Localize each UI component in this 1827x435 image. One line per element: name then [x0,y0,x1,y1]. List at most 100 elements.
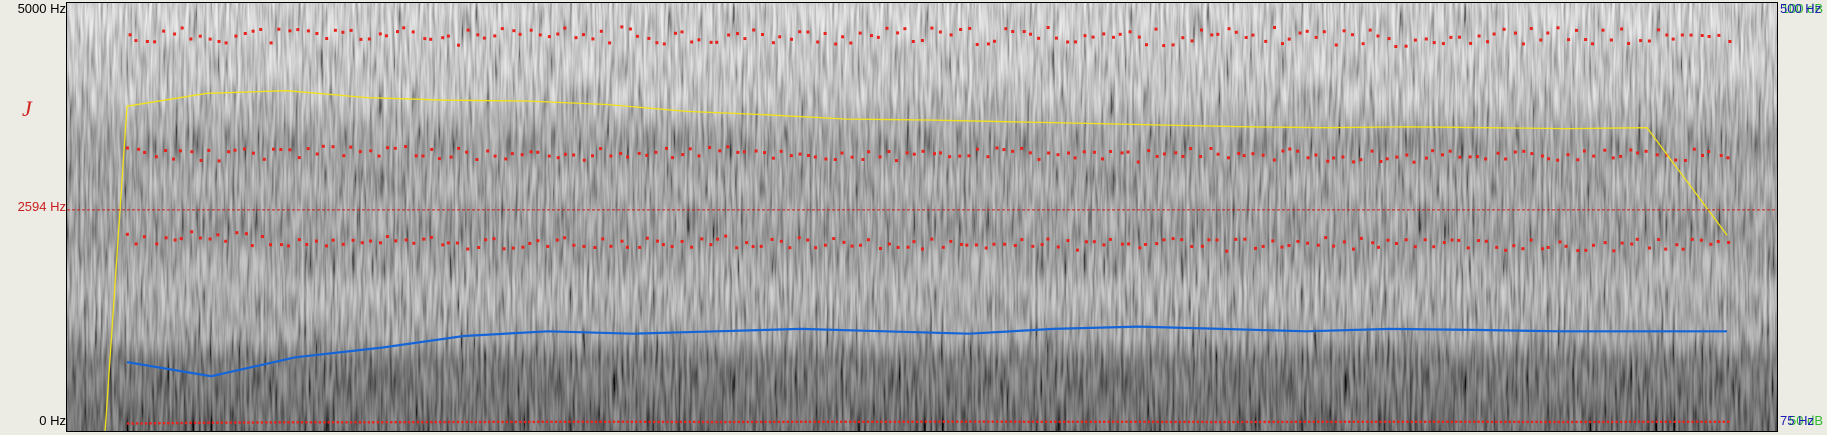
formant-point-low [1597,420,1601,424]
formant-point-low [817,420,821,423]
formant-point [1502,27,1506,31]
formant-point [647,36,651,40]
formant-point-low [1294,420,1298,423]
formant-point [1486,40,1489,44]
formant-point-low [960,420,963,423]
formant-point [716,237,720,241]
formant-point [1306,241,1310,245]
formant-point [670,245,674,248]
formant-point [1475,155,1479,159]
formant-point [628,27,632,31]
formant-point [1031,244,1035,248]
formant-point [1199,155,1203,158]
formant-point [1496,151,1500,155]
formant-point-low [577,420,580,423]
formant-point [546,244,550,248]
formant-point-low [256,421,259,424]
formant-point [1692,147,1696,151]
formant-point-low [1112,420,1115,423]
formant-point [608,41,612,45]
formant-point [1657,28,1661,32]
formant-point-low [969,420,972,423]
formant-point [359,37,363,41]
formant-point [493,154,497,158]
formant-point [834,42,838,46]
formant-point [1584,38,1588,41]
formant-point [1352,247,1355,251]
formant-point-low [492,420,495,424]
formant-point [259,28,263,31]
formant-point [492,237,496,241]
formant-point-low [1232,420,1235,424]
formant-point-low [1392,420,1396,423]
formant-point-low [1245,420,1249,424]
formant-point [1254,246,1257,250]
formant-point-low [198,421,201,424]
formant-point [921,247,924,251]
formant-point [823,243,827,247]
formant-point [137,147,141,151]
formant-point [680,240,684,243]
formant-point [1155,154,1159,158]
formant-point [1629,148,1633,152]
formant-point [1237,152,1241,155]
formant-point-low [439,420,442,424]
formant-point [394,239,398,243]
formant-point-low [751,420,754,424]
spectrogram-panel[interactable]: 40 [66,2,1778,432]
formant-point-low [488,420,491,424]
formant-point [369,239,373,243]
formant-point [1028,151,1032,155]
formant-point [1521,42,1525,46]
formant-point [1412,160,1416,164]
formant-point [1138,246,1142,250]
formant-point-low [421,420,424,424]
formant-point [626,155,630,159]
formant-point [297,238,301,242]
formant-point-low [657,420,660,424]
formant-point-low [412,421,415,424]
formant-point [887,242,891,246]
formant-point [173,32,177,36]
formant-point [1592,243,1595,247]
formant-point [1066,40,1070,44]
formant-point [1591,42,1594,46]
formant-point [754,149,758,153]
formant-point [933,152,936,156]
formant-point [1492,32,1496,36]
formant-point [1046,237,1050,241]
formant-point [850,244,854,248]
formant-point [1468,155,1472,159]
formant-point [369,149,373,153]
formant-point-low [1557,420,1560,424]
formant-point [1539,38,1543,42]
formant-point [143,151,147,154]
formant-point-low [398,421,402,424]
formant-point [547,35,551,39]
formant-point [975,43,979,46]
formant-point [1371,241,1375,245]
formant-point [563,26,567,30]
formant-point [778,35,782,39]
formant-point [1261,244,1265,248]
formant-point-low [1303,420,1306,423]
formant-point-low [528,420,531,424]
formant-point-low [911,420,914,423]
formant-point-low [982,420,986,423]
formant-point-low [884,420,888,423]
formant-point [1136,160,1140,164]
formant-point-low [287,421,290,424]
formant-point [823,32,827,35]
formant-point [386,146,390,150]
formant-point [528,242,532,245]
formant-point [1171,237,1175,241]
formant-point-low [452,420,455,424]
formant-point-low [1423,420,1427,423]
formant-point-low [1446,420,1449,423]
formant-point [1351,33,1354,37]
formant-point [866,238,870,242]
formant-point [164,236,168,240]
formant-point-low [1669,420,1672,423]
formant-point-low [1339,420,1342,423]
formant-point-low [225,421,228,424]
